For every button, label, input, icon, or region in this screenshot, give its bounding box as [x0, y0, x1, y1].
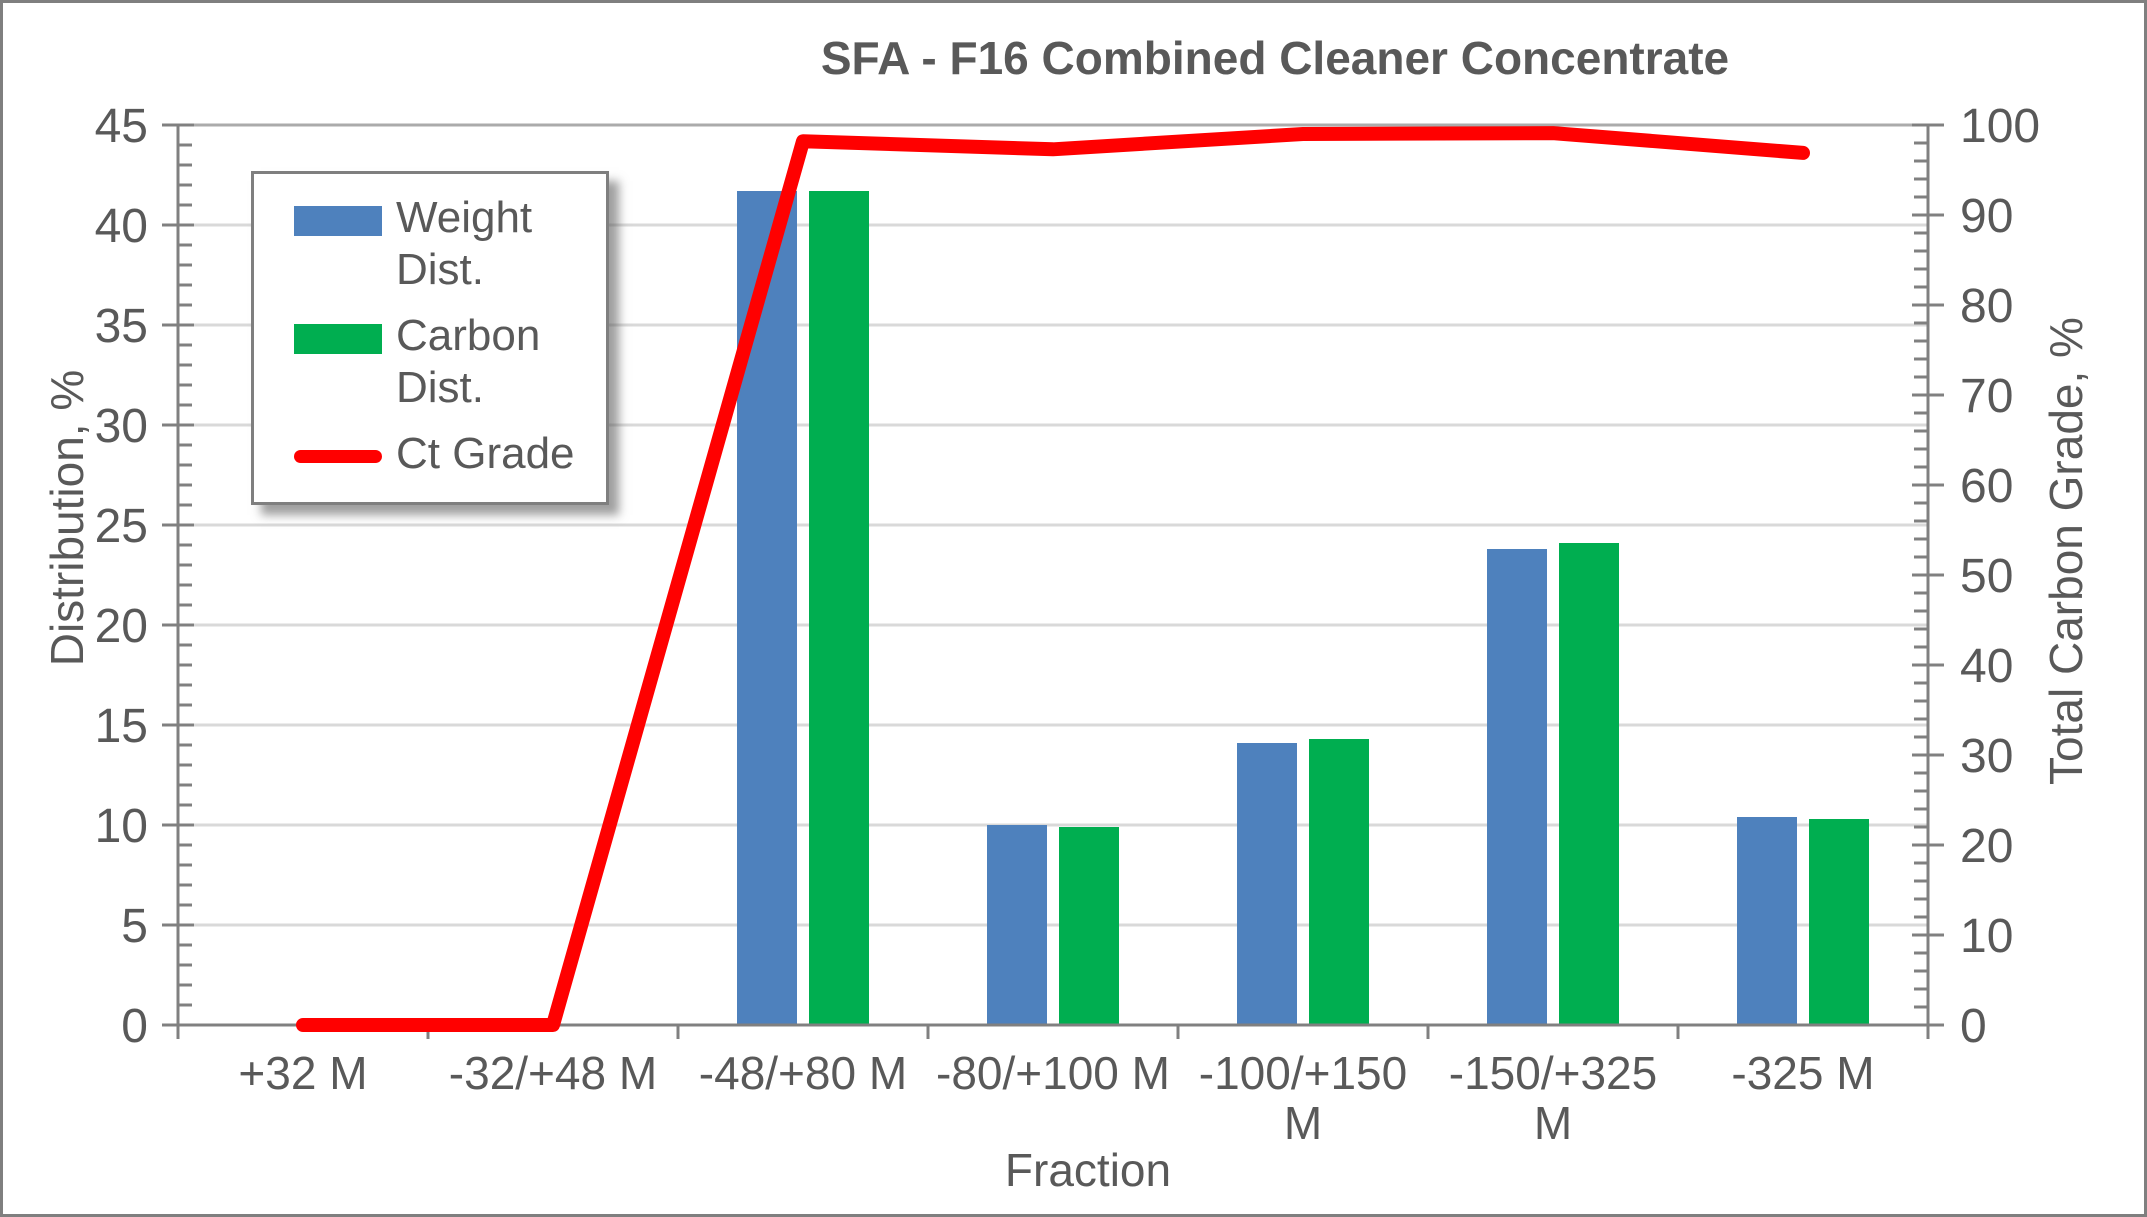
bar-weight-dist-2: [737, 191, 797, 1025]
legend-label: Carbon Dist.: [396, 310, 541, 412]
chart-title: SFA - F16 Combined Cleaner Concentrate: [820, 32, 1730, 84]
bar-carbon-dist-3: [1059, 827, 1119, 1025]
y-tick-label: 45: [95, 100, 148, 153]
y-tick-label: 15: [95, 700, 148, 753]
x-axis-title: Fraction: [1004, 1144, 1172, 1196]
x-tick-label: -150/+325: [1449, 1047, 1657, 1099]
y2-tick-label: 90: [1960, 190, 2013, 243]
y-tick-label: 5: [121, 900, 148, 953]
y-tick-label: 25: [95, 500, 148, 553]
x-tick-label: -80/+100 M: [936, 1047, 1170, 1099]
y-tick-label: 20: [95, 600, 148, 653]
bar-weight-dist-4: [1237, 743, 1297, 1025]
ct-grade-line: [296, 126, 1810, 1032]
bar-weight-dist-3: [987, 825, 1047, 1025]
y2-tick-label: 0: [1960, 1000, 1987, 1053]
legend-item-carbon-dist: Carbon Dist.: [294, 310, 606, 414]
carbon-dist-swatch: [294, 323, 382, 354]
bar-carbon-dist-2: [809, 191, 869, 1025]
x-tick-label: -325 M: [1731, 1047, 1874, 1099]
x-tick-label: -100/+150: [1199, 1047, 1407, 1099]
y2-tick-label: 20: [1960, 820, 2013, 873]
bar-weight-dist-6: [1737, 817, 1797, 1025]
y-tick-label: 35: [95, 300, 148, 353]
bar-carbon-dist-6: [1809, 819, 1869, 1025]
y-tick-label: 0: [121, 1000, 148, 1053]
bar-carbon-dist-5: [1559, 543, 1619, 1025]
y-axis-title: Distribution, %: [41, 369, 93, 667]
ct-grade-line-swatch: [294, 449, 382, 463]
x-tick-label: M: [1534, 1097, 1572, 1149]
y2-tick-label: 10: [1960, 910, 2013, 963]
y2-tick-label: 70: [1960, 370, 2013, 423]
legend-item-weight-dist: Weight Dist.: [294, 192, 606, 296]
x-tick-label: M: [1284, 1097, 1322, 1149]
legend-label: Ct Grade: [396, 428, 575, 478]
x-tick-label: -32/+48 M: [449, 1047, 657, 1099]
legend: Weight Dist. Carbon Dist. Ct Grade: [251, 171, 609, 505]
y-tick-label: 10: [95, 800, 148, 853]
legend-label: Weight Dist.: [396, 193, 533, 294]
plot-area: 0 5 10 15 20 25 30 35 40 45 0 10 20 30 40 50 60 70 80 90 100…: [95, 100, 2040, 1149]
y-tick-label: 40: [95, 200, 148, 253]
bar-weight-dist-5: [1487, 549, 1547, 1025]
x-tick-label: -48/+80 M: [699, 1047, 907, 1099]
y-tick-label: 30: [95, 400, 148, 453]
bar-carbon-dist-4: [1309, 739, 1369, 1025]
y2-tick-label: 80: [1960, 280, 2013, 333]
y2-axis-title: Total Carbon Grade, %: [2040, 317, 2092, 785]
y2-tick-label: 50: [1960, 550, 2013, 603]
x-tick-label: +32 M: [238, 1047, 367, 1099]
weight-dist-swatch: [294, 206, 382, 236]
y2-tick-label: 100: [1960, 100, 2040, 153]
legend-item-ct-grade: Ct Grade: [294, 428, 606, 480]
y2-tick-label: 60: [1960, 460, 2013, 513]
y2-tick-label: 40: [1960, 640, 2013, 693]
y2-tick-label: 30: [1960, 730, 2013, 783]
